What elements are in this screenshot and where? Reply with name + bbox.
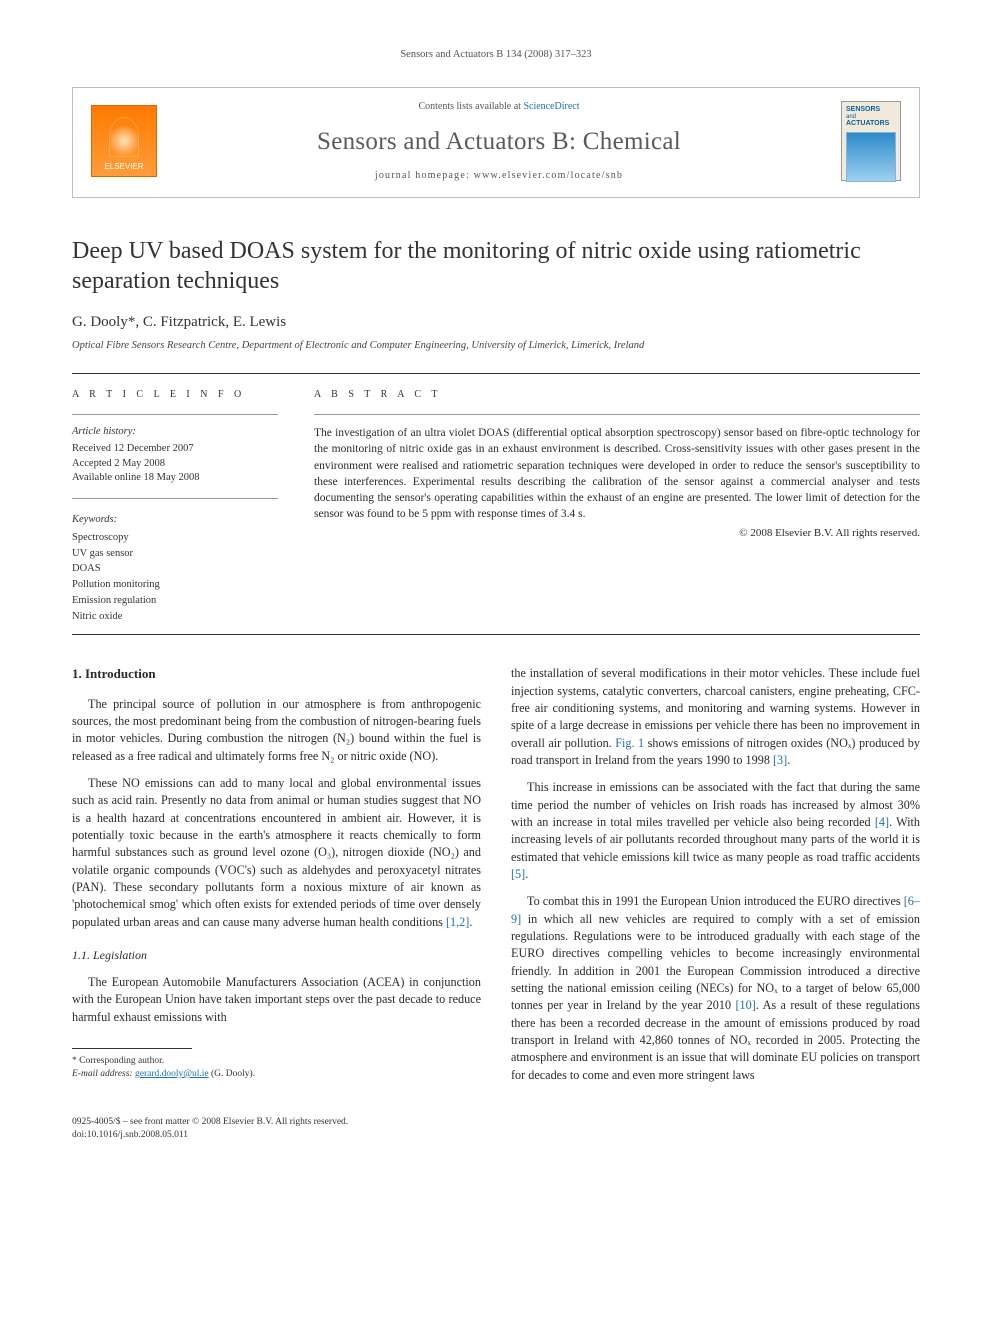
body-paragraph: The principal source of pollution in our…	[72, 696, 481, 765]
divider	[72, 498, 278, 499]
corresponding-author-footnote: * Corresponding author. E-mail address: …	[72, 1055, 481, 1081]
text-run: .	[787, 753, 790, 767]
publisher-name: ELSEVIER	[104, 161, 143, 172]
running-head: Sensors and Actuators B 134 (2008) 317–3…	[72, 48, 920, 63]
keyword: DOAS	[72, 561, 278, 577]
divider	[72, 634, 920, 635]
body-paragraph: the installation of several modification…	[511, 665, 920, 769]
history-received: Received 12 December 2007	[72, 442, 278, 457]
citation-link[interactable]: [10]	[735, 998, 755, 1012]
divider	[72, 373, 920, 374]
citation-link[interactable]: [1,2]	[446, 915, 469, 929]
text-run: To combat this in 1991 the European Unio…	[527, 894, 904, 908]
journal-title: Sensors and Actuators B: Chemical	[175, 124, 823, 159]
citation-link[interactable]: [4]	[875, 815, 889, 829]
subsection-heading: 1.1. Legislation	[72, 947, 481, 964]
abstract-heading: A B S T R A C T	[314, 388, 920, 402]
body-paragraph: These NO emissions can add to many local…	[72, 775, 481, 931]
email-suffix: (G. Dooly).	[209, 1069, 255, 1079]
article-body: 1. Introduction The principal source of …	[72, 665, 920, 1094]
article-history-heading: Article history:	[72, 425, 278, 440]
author-email-link[interactable]: gerard.dooly@ul.ie	[135, 1069, 209, 1079]
cover-band-icon	[846, 132, 896, 182]
affiliation: Optical Fibre Sensors Research Centre, D…	[72, 339, 920, 354]
section-heading: 1. Introduction	[72, 665, 481, 683]
text-run: This increase in emissions can be associ…	[511, 780, 920, 829]
article-info-column: A R T I C L E I N F O Article history: R…	[72, 388, 278, 624]
sciencedirect-link[interactable]: ScienceDirect	[523, 101, 579, 112]
body-paragraph: To combat this in 1991 the European Unio…	[511, 893, 920, 1084]
footnote-corr: * Corresponding author.	[72, 1056, 164, 1066]
article-footer-meta: 0925-4005/$ – see front matter © 2008 El…	[72, 1116, 920, 1143]
abstract-text: The investigation of an ultra violet DOA…	[314, 425, 920, 522]
journal-masthead: ELSEVIER Contents lists available at Sci…	[72, 87, 920, 198]
author-list: G. Dooly*, C. Fitzpatrick, E. Lewis	[72, 312, 920, 333]
cover-line2: ACTUATORS	[846, 120, 896, 128]
body-paragraph: This increase in emissions can be associ…	[511, 779, 920, 883]
masthead-center: Contents lists available at ScienceDirec…	[175, 100, 823, 183]
copyright-line: © 2008 Elsevier B.V. All rights reserved…	[314, 526, 920, 541]
divider	[314, 414, 920, 415]
journal-cover-thumb: SENSORS and ACTUATORS	[841, 101, 901, 181]
keyword: Pollution monitoring	[72, 577, 278, 593]
figure-link[interactable]: Fig. 1	[615, 736, 644, 750]
keywords-list: Spectroscopy UV gas sensor DOAS Pollutio…	[72, 530, 278, 625]
contents-prefix: Contents lists available at	[418, 101, 523, 112]
journal-homepage: journal homepage: www.elsevier.com/locat…	[175, 169, 823, 183]
info-abstract-row: A R T I C L E I N F O Article history: R…	[72, 388, 920, 624]
article-info-heading: A R T I C L E I N F O	[72, 388, 278, 402]
divider	[72, 414, 278, 415]
keyword: Nitric oxide	[72, 609, 278, 625]
keywords-heading: Keywords:	[72, 513, 278, 528]
history-online: Available online 18 May 2008	[72, 471, 278, 486]
text-run: .	[469, 915, 472, 929]
doi-line: doi:10.1016/j.snb.2008.05.011	[72, 1129, 920, 1142]
text-run: These NO emissions can add to many local…	[72, 776, 481, 929]
issn-copyright-line: 0925-4005/$ – see front matter © 2008 El…	[72, 1116, 920, 1129]
keyword: UV gas sensor	[72, 546, 278, 562]
citation-link[interactable]: [3]	[773, 753, 787, 767]
text-run: .	[525, 867, 528, 881]
citation-link[interactable]: [5]	[511, 867, 525, 881]
article-title: Deep UV based DOAS system for the monito…	[72, 236, 920, 296]
cover-and: and	[846, 114, 896, 121]
email-label: E-mail address:	[72, 1069, 135, 1079]
keyword: Spectroscopy	[72, 530, 278, 546]
body-paragraph: The European Automobile Manufacturers As…	[72, 974, 481, 1026]
footnote-rule	[72, 1048, 192, 1049]
cover-line1: SENSORS	[846, 106, 896, 114]
contents-lists-line: Contents lists available at ScienceDirec…	[175, 100, 823, 114]
publisher-logo: ELSEVIER	[91, 105, 157, 177]
abstract-column: A B S T R A C T The investigation of an …	[314, 388, 920, 624]
history-accepted: Accepted 2 May 2008	[72, 457, 278, 472]
elsevier-tree-icon	[109, 117, 139, 157]
keyword: Emission regulation	[72, 593, 278, 609]
